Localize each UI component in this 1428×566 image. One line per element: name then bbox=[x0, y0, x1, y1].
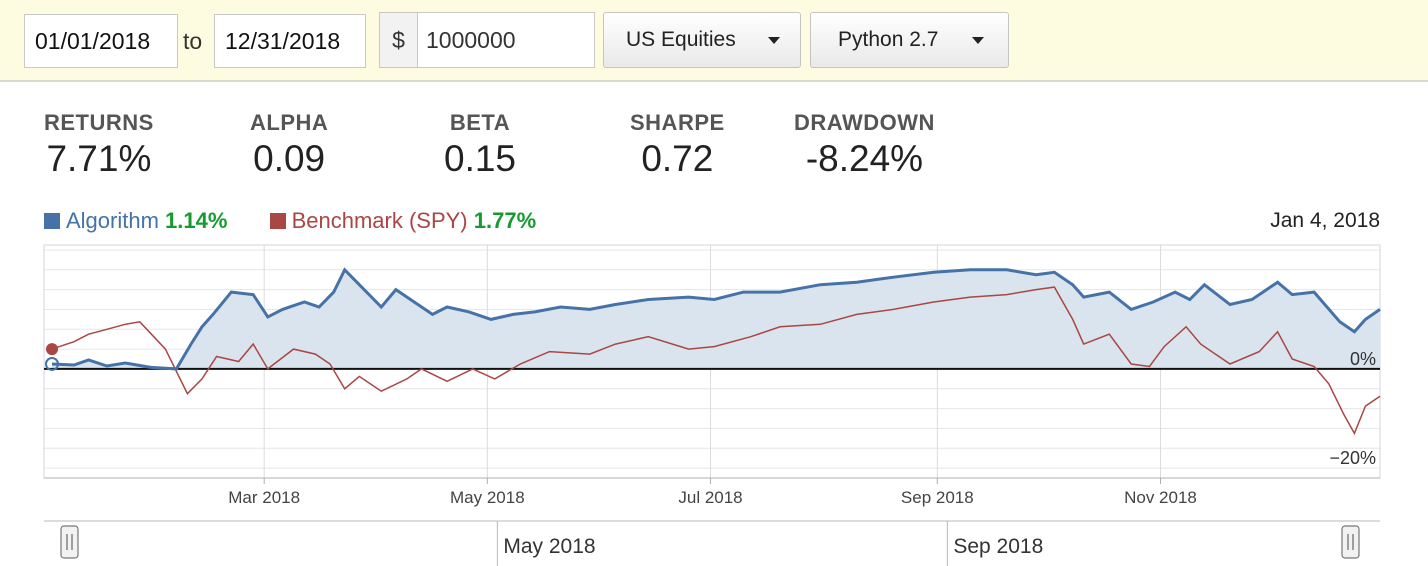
stat-alpha-label: ALPHA bbox=[250, 110, 329, 135]
stat-sharpe-label: SHARPE bbox=[630, 110, 725, 135]
legend-benchmark-value: 1.77% bbox=[473, 208, 537, 233]
x-axis-labels: Mar 2018 May 2018 Jul 2018 Sep 2018 Nov 2018 bbox=[228, 478, 1197, 507]
stat-drawdown-value: -8.24% bbox=[805, 138, 924, 179]
capital-input-group: $ 1000000 bbox=[379, 12, 595, 68]
algorithm-hover-marker bbox=[45, 356, 59, 371]
navigator-left-handle[interactable] bbox=[60, 525, 79, 559]
stat-returns-value: 7.71% bbox=[46, 138, 152, 179]
legend-algorithm-label: Algorithm bbox=[66, 208, 159, 233]
y-tick-label: −20% bbox=[1329, 448, 1376, 468]
dollar-sign-addon: $ bbox=[380, 13, 418, 67]
python-version-dropdown[interactable]: Python 2.7 bbox=[810, 12, 1009, 68]
x-tick-label: Jul 2018 bbox=[678, 488, 742, 507]
stat-alpha: ALPHA 0.09 bbox=[250, 110, 328, 180]
hover-date-readout: Jan 4, 2018 bbox=[1270, 209, 1380, 232]
y-axis-labels: 0% −20% bbox=[1329, 349, 1376, 468]
legend-algorithm-value: 1.14% bbox=[165, 208, 228, 233]
range-navigator[interactable]: May 2018 Sep 2018 bbox=[44, 520, 1380, 566]
stat-sharpe-value: 0.72 bbox=[641, 138, 714, 179]
benchmark-hover-marker bbox=[46, 343, 58, 356]
stat-beta-label: BETA bbox=[449, 110, 511, 135]
universe-dropdown-label: US Equities bbox=[626, 28, 736, 51]
benchmark-series-line bbox=[51, 286, 1381, 436]
navigator-right-handle[interactable] bbox=[1341, 525, 1360, 559]
stat-sharpe: SHARPE 0.72 bbox=[630, 110, 725, 180]
y-tick-label: 0% bbox=[1350, 349, 1376, 369]
legend-benchmark-label: Benchmark (SPY) bbox=[291, 208, 468, 233]
legend-item-benchmark[interactable]: Benchmark (SPY) 1.77% bbox=[269, 208, 537, 234]
stat-returns-label: RETURNS bbox=[44, 110, 154, 135]
x-tick-label: May 2018 bbox=[450, 488, 525, 507]
capital-input[interactable]: 1000000 bbox=[426, 27, 516, 53]
stat-beta: BETA 0.15 bbox=[444, 110, 516, 180]
algorithm-area-fill bbox=[52, 269, 1380, 369]
stat-returns: RETURNS 7.71% bbox=[44, 110, 154, 180]
chart-legend: Algorithm 1.14% Benchmark (SPY) 1.77% bbox=[44, 208, 572, 234]
backtest-settings-bar: 01/01/2018 to 12/31/2018 $ 1000000 US Eq… bbox=[0, 0, 1428, 82]
end-date-input[interactable]: 12/31/2018 bbox=[214, 14, 366, 68]
navigator-label: May 2018 bbox=[503, 535, 595, 558]
navigator-label: Sep 2018 bbox=[953, 535, 1043, 558]
python-version-label: Python 2.7 bbox=[838, 28, 939, 51]
x-tick-label: Mar 2018 bbox=[228, 488, 300, 507]
performance-chart[interactable]: 0% −20% Mar 2018 May 2018 Jul 2018 Sep 2018 N… bbox=[0, 240, 1428, 566]
algorithm-swatch bbox=[44, 213, 60, 229]
universe-dropdown[interactable]: US Equities bbox=[603, 12, 801, 68]
chevron-down-icon bbox=[972, 37, 984, 44]
stat-drawdown-label: DRAWDOWN bbox=[794, 110, 935, 135]
x-tick-label: Nov 2018 bbox=[1124, 488, 1197, 507]
date-range-separator: to bbox=[183, 28, 203, 54]
legend-item-algorithm[interactable]: Algorithm 1.14% bbox=[44, 208, 227, 234]
navigator-labels: May 2018 Sep 2018 bbox=[496, 521, 1043, 566]
stat-alpha-value: 0.09 bbox=[253, 138, 326, 179]
stat-drawdown: DRAWDOWN -8.24% bbox=[794, 110, 935, 180]
algorithm-series-line bbox=[51, 267, 1381, 371]
benchmark-swatch bbox=[269, 213, 286, 229]
chevron-down-icon bbox=[768, 37, 780, 44]
x-tick-label: Sep 2018 bbox=[901, 488, 974, 507]
stat-beta-value: 0.15 bbox=[444, 138, 517, 179]
start-date-input[interactable]: 01/01/2018 bbox=[24, 14, 178, 68]
